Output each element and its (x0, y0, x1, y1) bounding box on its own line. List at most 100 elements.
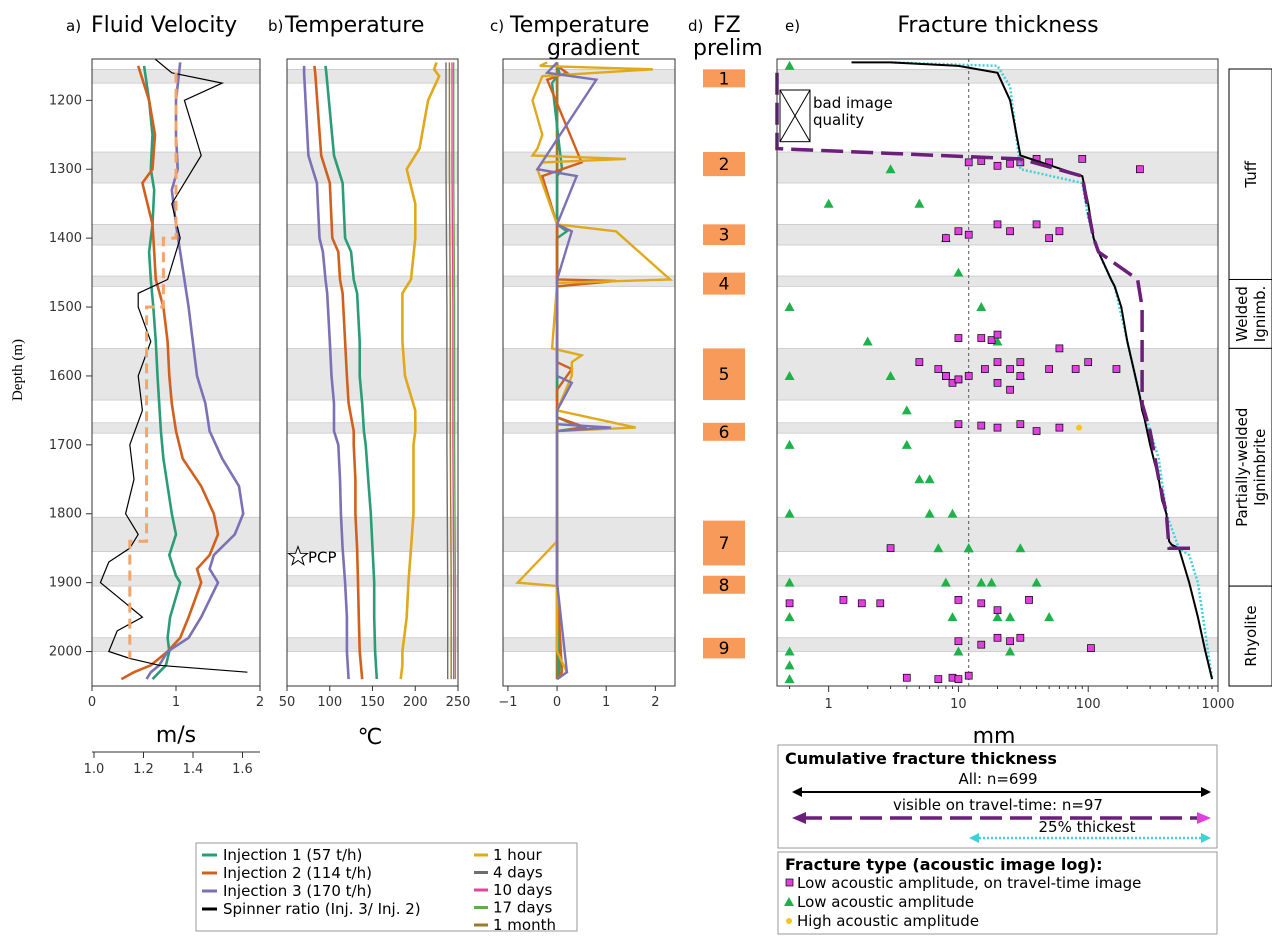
travel-time-point (1046, 235, 1053, 242)
travel-time-point (994, 162, 1001, 169)
low-amplitude-point (785, 440, 795, 449)
travel-time-point (955, 421, 962, 428)
low-amplitude-point (785, 674, 795, 683)
low-amplitude-point (925, 509, 935, 518)
travel-time-point (942, 372, 949, 379)
travel-time-point (1007, 160, 1014, 167)
lithology-rhyolite: Rhyolite (1242, 605, 1260, 666)
fracture-zone-band (287, 69, 458, 83)
fracture-zone-band (287, 348, 458, 400)
fracture-zone-band (777, 517, 1218, 551)
panel-b-unit: ℃ (358, 725, 383, 750)
travel-time-point (1033, 428, 1040, 435)
travel-time-point (840, 596, 847, 603)
fracture-zone-label: 1 (719, 69, 730, 89)
travel-time-point (858, 600, 865, 607)
travel-time-point (1007, 228, 1014, 235)
y-tick-label: 1200 (49, 93, 82, 108)
panel-a-unit: m/s (156, 723, 196, 748)
panel-d-title-line1: FZ (713, 13, 741, 38)
legend-spin: Spinner ratio (Inj. 3/ Inj. 2) (223, 900, 421, 918)
panel-a-title: Fluid Velocity (91, 13, 237, 38)
fracture-zone-band (287, 576, 458, 586)
travel-time-point (1017, 634, 1024, 641)
travel-time-point (994, 379, 1001, 386)
travel-time-point (935, 676, 942, 683)
travel-time-point (903, 674, 910, 681)
travel-time-point (1017, 372, 1024, 379)
lithology-ignimb: Ignimb. (1251, 286, 1269, 343)
y-tick-label: 1700 (49, 438, 82, 453)
travel-time-point (877, 600, 884, 607)
travel-time-point (1056, 345, 1063, 352)
travel-time-point (887, 545, 894, 552)
low-amplitude-point (947, 612, 957, 621)
low-amplitude-point (824, 199, 834, 208)
low-amplitude-point (947, 509, 957, 518)
legend-time-label: 4 days (493, 864, 543, 882)
low-amplitude-point (863, 336, 873, 345)
fracture-zone-band (287, 423, 458, 433)
panel-c-title-line2: gradient (547, 36, 640, 61)
low-amplitude-point (785, 302, 795, 311)
x2-tick-label: 1.2 (133, 762, 154, 777)
travel-time-point (978, 641, 985, 648)
travel-time-point (978, 600, 985, 607)
low-amplitude-point (902, 440, 912, 449)
lithology-ignimbrite: Ignimbrite (1251, 429, 1269, 506)
travel-time-point (1046, 366, 1053, 373)
bad-image-label-line1: bad image (813, 94, 893, 112)
fracture-zone-band (92, 276, 260, 286)
fracture-zone-label: 9 (719, 639, 730, 659)
travel-time-point (1017, 359, 1024, 366)
travel-time-point (1085, 359, 1092, 366)
panel-d-letter: d) (688, 17, 703, 35)
fracture-zone-label: 8 (719, 576, 730, 596)
fracture-zone-band (287, 276, 458, 286)
x-tick-label: 2 (651, 695, 659, 710)
fracture-type-legend-title: Fracture type (acoustic image log): (785, 855, 1103, 874)
fracture-zone-band (287, 638, 458, 652)
legend-inj3: Injection 3 (170 t/h) (223, 882, 372, 900)
travel-time-point (955, 676, 962, 683)
x-tick-label: 150 (360, 695, 385, 710)
travel-time-point (1079, 155, 1086, 162)
travel-time-point (955, 376, 962, 383)
x-tick-label: 100 (317, 695, 342, 710)
travel-time-point (965, 159, 972, 166)
travel-time-point (1017, 421, 1024, 428)
x-tick-label: −1 (498, 695, 517, 710)
x-tick-label: 1000 (1201, 697, 1234, 712)
visible-travel-time-line (777, 73, 1198, 548)
legend-time-label: 10 days (493, 881, 552, 899)
y-tick-label: 1600 (49, 369, 82, 384)
lithology-partially-welded: Partially-welded (1233, 408, 1251, 527)
fracture-zone-band (777, 348, 1218, 400)
fracture-zone-band (287, 224, 458, 245)
y-tick-label: 2000 (49, 645, 82, 660)
travel-time-point (994, 634, 1001, 641)
travel-time-point (955, 638, 962, 645)
x-tick-label: 50 (279, 695, 296, 710)
fracture-zone-band (777, 576, 1218, 586)
x-tick-label: 0 (553, 695, 561, 710)
travel-time-point (1007, 366, 1014, 373)
fracture-type-2-label: Low acoustic amplitude (797, 893, 974, 911)
x2-tick-label: 1.6 (232, 762, 253, 777)
travel-time-point (1136, 166, 1143, 173)
fracture-zone-label: 5 (719, 365, 730, 385)
fracture-zone-label: 6 (719, 423, 730, 443)
low-amplitude-point (785, 61, 795, 70)
low-amplitude-point (1044, 612, 1054, 621)
fracture-zone-band (503, 69, 675, 83)
legend-time-label: 17 days (493, 899, 552, 917)
fracture-zone-label: 7 (719, 534, 730, 554)
fracture-zone-label: 3 (719, 226, 730, 246)
fracture-type-3-label: High acoustic amplitude (797, 912, 979, 930)
fracture-zone-label: 4 (719, 275, 730, 295)
panel-b-title: Temperature (284, 13, 424, 38)
pcp-label: PCP (308, 548, 337, 566)
lithology-tuff: Tuff (1242, 160, 1260, 188)
low-amplitude-point (902, 405, 912, 414)
